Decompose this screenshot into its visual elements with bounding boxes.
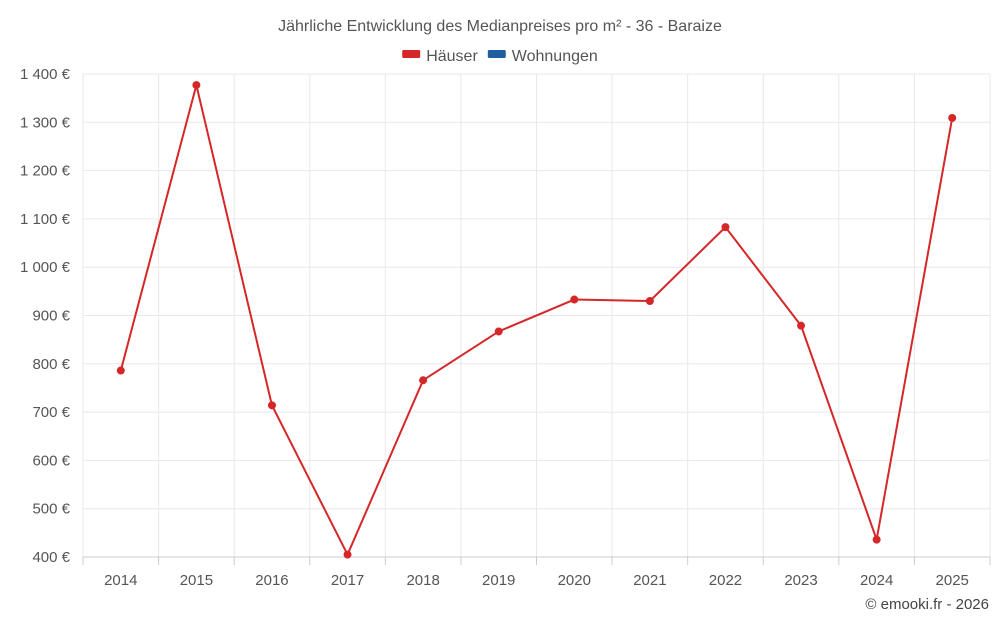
legend-swatch bbox=[402, 50, 421, 58]
x-axis-tick-labels: 2014 2015 2016 2017 2018 2019 2020 2021 2022 2023… bbox=[82, 557, 991, 589]
x-tick-label: 2023 bbox=[784, 572, 817, 589]
y-tick-label: 1 300 € bbox=[20, 114, 71, 131]
x-tick-label: 2018 bbox=[406, 572, 439, 589]
data-point-hauser[interactable] bbox=[116, 366, 125, 375]
y-tick-label: 1 100 € bbox=[20, 211, 71, 228]
x-tick-label: 2014 bbox=[104, 572, 137, 589]
legend-item-wohnungen[interactable]: Wohnungen bbox=[487, 48, 598, 65]
x-tick-label: 2015 bbox=[180, 572, 213, 589]
y-tick-label: 600 € bbox=[32, 452, 70, 469]
data-point-hauser[interactable] bbox=[419, 376, 428, 385]
x-tick-label: 2021 bbox=[633, 572, 666, 589]
x-tick-label: 2024 bbox=[860, 572, 893, 589]
chart-title: Jährliche Entwicklung des Medianpreises … bbox=[278, 18, 722, 35]
x-tick-label: 2016 bbox=[255, 572, 288, 589]
y-tick-label: 400 € bbox=[32, 549, 70, 566]
data-point-hauser[interactable] bbox=[494, 327, 503, 336]
data-point-hauser[interactable] bbox=[872, 535, 881, 544]
y-tick-label: 1 000 € bbox=[20, 259, 71, 276]
legend-label: Wohnungen bbox=[512, 48, 598, 65]
x-tick-label: 2022 bbox=[709, 572, 742, 589]
legend: Häuser Wohnungen bbox=[402, 48, 598, 65]
x-tick-label: 2020 bbox=[558, 572, 591, 589]
data-point-hauser[interactable] bbox=[948, 113, 957, 122]
legend-item-hauser[interactable]: Häuser bbox=[402, 48, 478, 65]
y-tick-label: 800 € bbox=[32, 356, 70, 373]
series-line-hauser bbox=[119, 84, 954, 556]
data-point-hauser[interactable] bbox=[267, 401, 276, 410]
y-tick-label: 1 200 € bbox=[20, 163, 71, 180]
x-tick-label: 2017 bbox=[331, 572, 364, 589]
data-point-hauser[interactable] bbox=[343, 550, 352, 559]
data-point-hauser[interactable] bbox=[645, 297, 654, 306]
y-tick-label: 500 € bbox=[32, 501, 70, 518]
data-point-hauser[interactable] bbox=[570, 295, 579, 304]
legend-label: Häuser bbox=[426, 48, 478, 65]
credit-text: © emooki.fr - 2026 bbox=[865, 596, 989, 613]
data-point-hauser[interactable] bbox=[797, 321, 806, 330]
legend-swatch bbox=[487, 50, 506, 58]
y-tick-label: 900 € bbox=[32, 308, 70, 325]
y-tick-label: 1 400 € bbox=[20, 66, 71, 83]
x-tick-label: 2025 bbox=[936, 572, 969, 589]
x-tick-label: 2019 bbox=[482, 572, 515, 589]
y-tick-label: 700 € bbox=[32, 404, 70, 421]
series-layer bbox=[116, 81, 957, 559]
data-point-hauser[interactable] bbox=[192, 81, 201, 90]
data-point-hauser[interactable] bbox=[721, 223, 730, 232]
y-axis-tick-labels: 400 € 500 € 600 € 700 € 800 € 900 € 1 000 € 1 1… bbox=[20, 66, 71, 566]
